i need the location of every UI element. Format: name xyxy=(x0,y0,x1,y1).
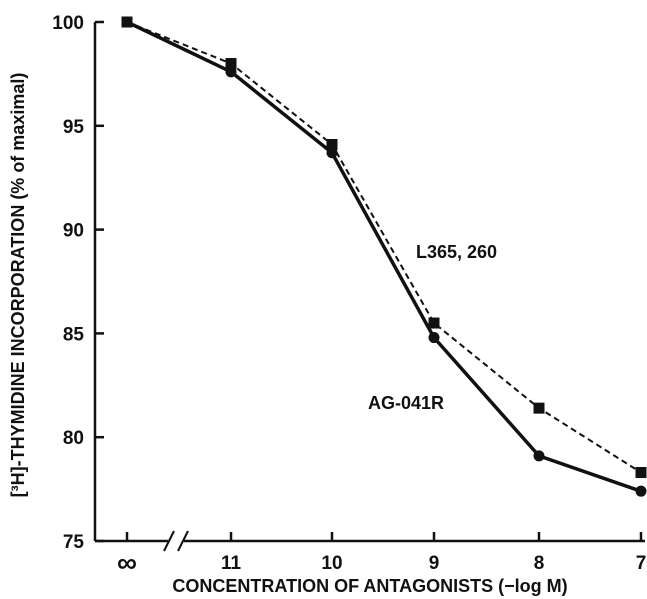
y-tick-label: 85 xyxy=(63,324,85,345)
data-point-circle xyxy=(225,66,237,78)
x-tick-label: 7 xyxy=(636,553,647,574)
data-point-square xyxy=(635,466,647,478)
y-tick-label: 80 xyxy=(63,428,84,449)
x-tick-label: 8 xyxy=(534,553,545,574)
series-layer xyxy=(121,16,647,497)
data-point-square xyxy=(326,138,338,150)
x-tick-label: 10 xyxy=(321,553,342,574)
data-point-square xyxy=(428,317,440,329)
series-line-0 xyxy=(126,21,642,474)
data-point-circle xyxy=(428,332,440,344)
x-ticks: ∞ 11 10 9 8 7 xyxy=(117,532,646,578)
data-point-circle xyxy=(635,485,647,497)
data-point-square xyxy=(225,58,237,70)
x-tick-label: 11 xyxy=(221,553,242,574)
y-tick-label: 95 xyxy=(63,117,85,138)
data-point-square xyxy=(533,402,545,414)
series-label-l365: L365, 260 xyxy=(416,242,497,262)
series-label-ag041r: AG-041R xyxy=(368,393,444,413)
y-ticks: 100 95 90 85 80 75 xyxy=(52,13,104,553)
data-point-circle xyxy=(326,147,338,159)
y-axis-title: [³H]-THYMIDINE INCORPORATION (% of maxim… xyxy=(8,73,28,498)
y-tick-label: 75 xyxy=(63,532,85,553)
axis-break-marker xyxy=(163,530,189,552)
series-line-1 xyxy=(126,20,642,493)
x-axis-title: CONCENTRATION OF ANTAGONISTS (−log M) xyxy=(172,576,567,596)
data-point-circle xyxy=(121,16,133,28)
y-tick-label: 90 xyxy=(63,221,84,242)
axes xyxy=(93,22,645,552)
x-tick-label: ∞ xyxy=(117,547,137,578)
data-point-circle xyxy=(533,450,545,462)
y-tick-label: 100 xyxy=(52,13,84,34)
x-tick-label: 9 xyxy=(429,553,440,574)
